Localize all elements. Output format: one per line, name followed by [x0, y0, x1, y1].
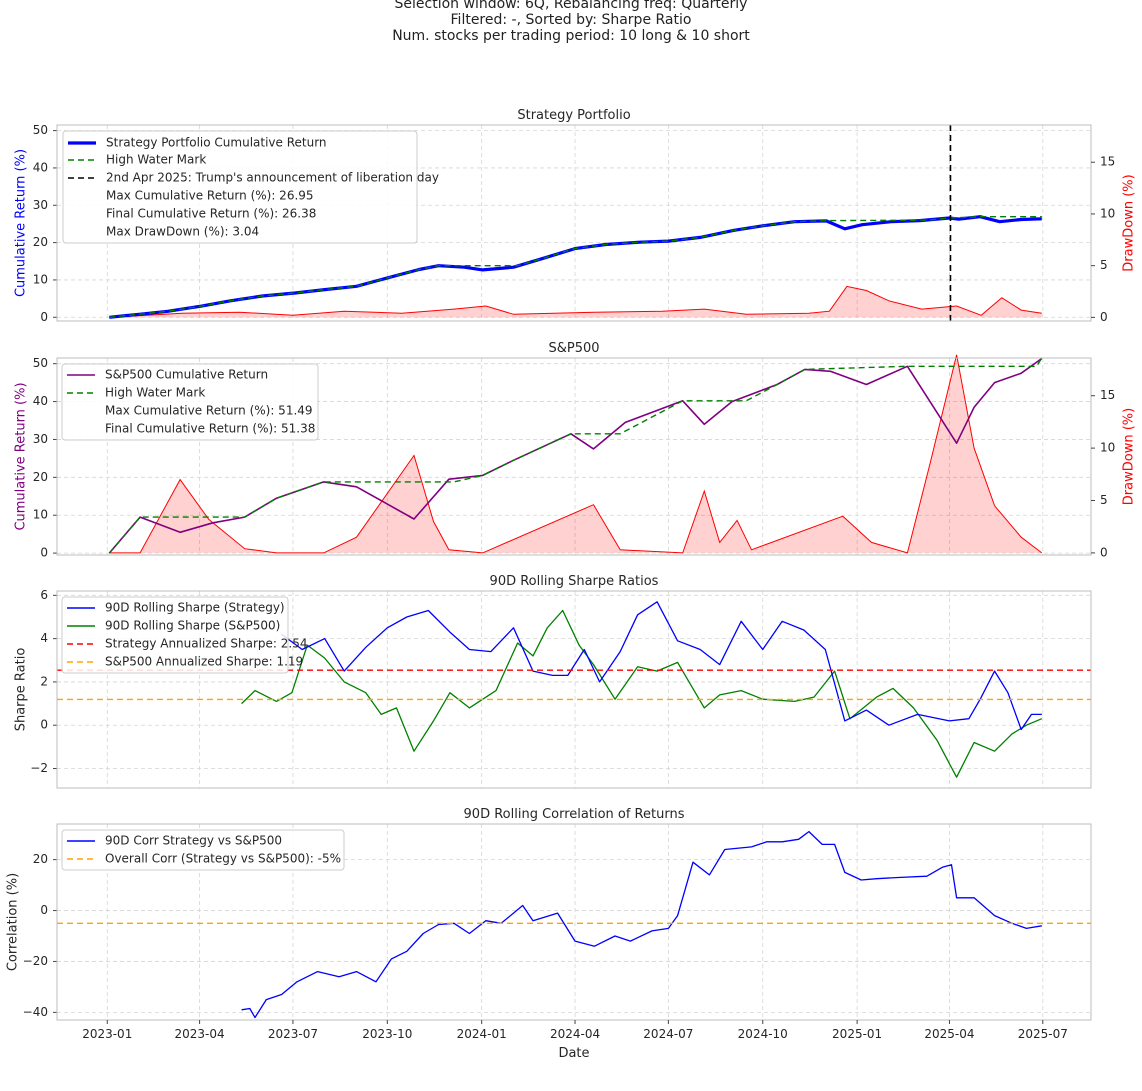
legend-sp500-series: S&P500 Cumulative Return: [105, 368, 268, 382]
legend-corr-overall: Overall Corr (Strategy vs S&P500): -5%: [105, 852, 341, 866]
panel1-y2tick-label: 5: [1100, 258, 1108, 272]
xtick-label: 2023-10: [362, 1027, 412, 1041]
legend-sharpe-strategy: 90D Rolling Sharpe (Strategy): [105, 601, 285, 615]
panel1-y2tick-label: 0: [1100, 310, 1108, 324]
xtick-label: 2025-07: [1018, 1027, 1068, 1041]
panel3-frame: [56, 590, 1092, 789]
xtick-label: 2024-10: [738, 1027, 788, 1041]
panel2-y2-label: DrawDown (%): [1122, 408, 1137, 505]
panel1-ytick-label: 10: [33, 272, 48, 286]
legend-strategy-max-return: Max Cumulative Return (%): 26.95: [106, 189, 314, 203]
legend-strategy-final-return: Final Cumulative Return (%): 26.38: [106, 207, 316, 221]
panel1-y2tick-label: 15: [1100, 155, 1115, 169]
panel4-title: 90D Rolling Correlation of Returns: [464, 807, 685, 822]
panel3-ytick-label: −2: [30, 761, 48, 775]
sharpe-legend: [61, 596, 289, 674]
panel4-ytick-label: −40: [23, 1005, 48, 1019]
panel2-ytick-label: 50: [33, 356, 48, 370]
panel1-ytick-label: 40: [33, 160, 48, 174]
xtick-label: 2023-07: [268, 1027, 318, 1041]
legend-sharpe-strategy-annualized: Strategy Annualized Sharpe: 2.54: [105, 637, 307, 651]
strategy-hwm-line: [109, 216, 1042, 318]
panel2-y2tick-label: 10: [1100, 441, 1115, 455]
panel1-ytick-label: 30: [33, 198, 48, 212]
strategy-legend: [62, 130, 418, 244]
suptitle-line-1: Selection window: 6Q, Rebalancing freq: …: [394, 0, 748, 12]
sp500-cumulative-line: [108, 357, 1043, 554]
panel4-ytick-label: −20: [23, 954, 48, 968]
corr-legend: [61, 829, 345, 871]
panel4-ytick-label: 20: [33, 852, 48, 866]
legend-sp500-hwm: High Water Mark: [105, 386, 205, 400]
panel1-ytick-label: 20: [33, 235, 48, 249]
panel4-frame: [56, 823, 1092, 1021]
sharpe-strategy-line: [281, 601, 1042, 731]
legend-sharpe-sp500: 90D Rolling Sharpe (S&P500): [105, 619, 280, 633]
legend-sp500-max-return: Max Cumulative Return (%): 51.49: [105, 404, 313, 418]
xtick-label: 2024-07: [643, 1027, 693, 1041]
xtick-label: 2025-04: [924, 1027, 974, 1041]
panel1-y2-label: DrawDown (%): [1122, 174, 1137, 271]
panel2-title: S&P500: [548, 341, 599, 356]
legend-strategy-max-drawdown: Max DrawDown (%): 3.04: [106, 225, 259, 239]
sp500-legend: [61, 363, 319, 441]
legend-strategy-hwm: High Water Mark: [106, 153, 206, 167]
panel3-ytick-label: 6: [40, 588, 48, 602]
xtick-label: 2023-04: [175, 1027, 225, 1041]
panel1-y-label: Cumulative Return (%): [14, 149, 29, 297]
legend-strategy-series: Strategy Portfolio Cumulative Return: [106, 136, 327, 150]
panel2-ytick-label: 10: [33, 508, 48, 522]
panel2-ytick-label: 20: [33, 470, 48, 484]
panel2-y-label: Cumulative Return (%): [14, 382, 29, 530]
panel4-y-label: Correlation (%): [6, 873, 21, 971]
strategy-drawdown-area: [109, 286, 1042, 318]
xtick-label: 2024-04: [550, 1027, 600, 1041]
panel3-y-label: Sharpe Ratio: [14, 648, 29, 732]
panel1-ytick-label: 0: [40, 310, 48, 324]
suptitle-line-3: Num. stocks per trading period: 10 long …: [392, 28, 750, 44]
panel4-ytick-label: 0: [40, 903, 48, 917]
panel3-ytick-label: 2: [40, 674, 48, 688]
sp500-drawdown-line: [109, 354, 1043, 554]
panel2-y2tick-label: 5: [1100, 493, 1108, 507]
strategy-drawdown-line: [109, 285, 1042, 318]
panel1-title: Strategy Portfolio: [517, 108, 630, 123]
suptitle-line-2: Filtered: -, Sorted by: Sharpe Ratio: [450, 12, 692, 28]
panel2-ytick-label: 30: [33, 432, 48, 446]
panel3-ytick-label: 0: [40, 718, 48, 732]
rolling-corr-line: [241, 830, 1042, 1019]
panel3-ytick-label: 4: [40, 631, 48, 645]
panel1-frame: [56, 124, 1092, 322]
panel2-ytick-label: 0: [40, 546, 48, 560]
panel1-y2tick-label: 10: [1100, 206, 1115, 220]
legend-sharpe-sp500-annualized: S&P500 Annualized Sharpe: 1.19: [105, 655, 303, 669]
panel2-y2tick-label: 0: [1100, 545, 1108, 559]
xtick-label: 2024-01: [457, 1027, 507, 1041]
sp500-drawdown-area: [109, 354, 1042, 553]
panel3-title: 90D Rolling Sharpe Ratios: [490, 574, 659, 589]
panel2-y2tick-label: 15: [1100, 388, 1115, 402]
panel2-frame: [56, 357, 1092, 556]
sharpe-sp500-line: [241, 609, 1043, 778]
legend-event: 2nd Apr 2025: Trump's announcement of li…: [106, 171, 439, 185]
panel1-ytick-label: 50: [33, 123, 48, 137]
legend-corr-series: 90D Corr Strategy vs S&P500: [105, 834, 282, 848]
x-axis-label: Date: [558, 1046, 589, 1061]
panel2-ytick-label: 40: [33, 394, 48, 408]
xtick-label: 2025-01: [832, 1027, 882, 1041]
sp500-hwm-line: [108, 357, 1043, 554]
xtick-label: 2023-01: [82, 1027, 132, 1041]
legend-sp500-final-return: Final Cumulative Return (%): 51.38: [105, 422, 315, 436]
